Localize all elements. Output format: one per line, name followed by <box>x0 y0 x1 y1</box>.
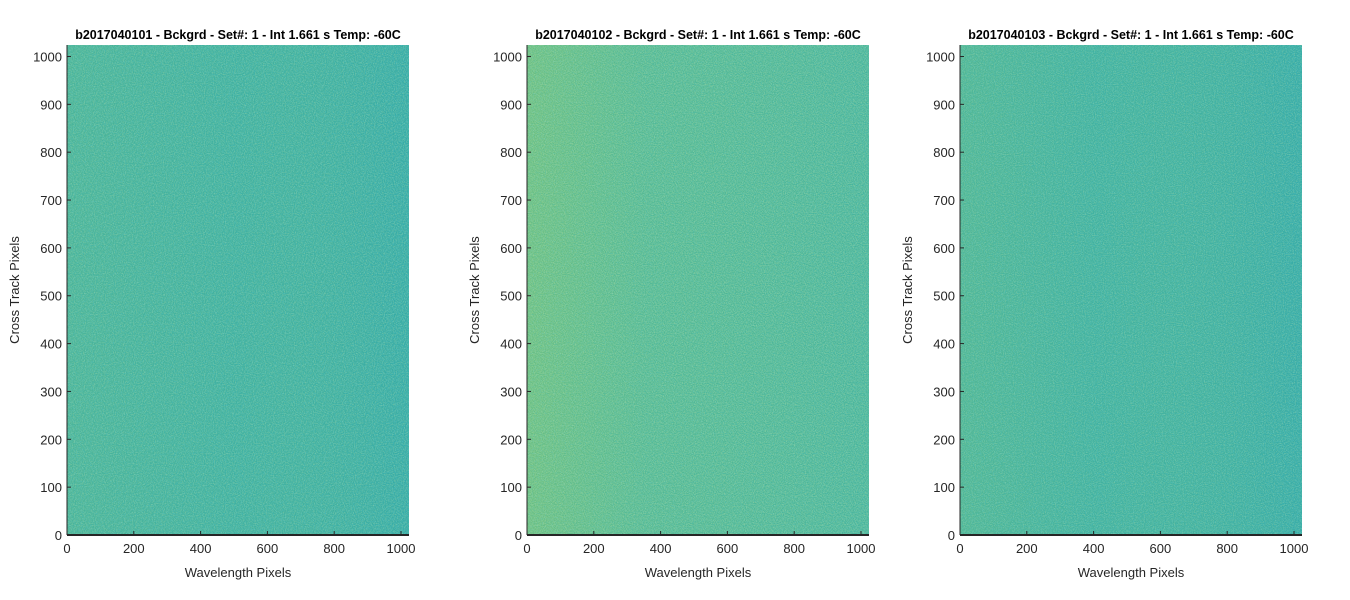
x-tick-label: 600 <box>1150 541 1172 556</box>
y-tick-label: 1000 <box>926 49 955 64</box>
y-tick-label: 200 <box>500 432 522 447</box>
x-tick-label: 400 <box>190 541 212 556</box>
y-tick-label: 700 <box>500 193 522 208</box>
y-tick-label: 600 <box>933 241 955 256</box>
y-tick-label: 800 <box>933 145 955 160</box>
y-tick-label: 700 <box>40 193 62 208</box>
chart-panel-3: 0 200 400 600 800 1000 0 100 200 300 400 500 600 700 8… <box>900 28 1308 580</box>
y-tick-label: 600 <box>40 241 62 256</box>
x-tick-label: 600 <box>257 541 279 556</box>
panel-title: b2017040102 - Bckgrd - Set#: 1 - Int 1.6… <box>535 28 861 42</box>
y-tick-label: 900 <box>40 97 62 112</box>
y-tick-label: 100 <box>500 480 522 495</box>
x-tick-label: 200 <box>1016 541 1038 556</box>
y-axis-label: Cross Track Pixels <box>467 236 482 344</box>
x-axis-label: Wavelength Pixels <box>1078 565 1185 580</box>
x-tick-label: 0 <box>523 541 530 556</box>
x-tick-label: 1000 <box>847 541 876 556</box>
x-tick-label: 400 <box>650 541 672 556</box>
y-axis-label: Cross Track Pixels <box>7 236 22 344</box>
x-tick-label: 800 <box>323 541 345 556</box>
y-tick-label: 400 <box>933 337 955 352</box>
y-tick-label: 500 <box>40 289 62 304</box>
x-tick-label: 200 <box>123 541 145 556</box>
y-tick-label: 700 <box>933 193 955 208</box>
x-tick-label: 600 <box>717 541 739 556</box>
y-tick-label: 400 <box>500 337 522 352</box>
x-tick-label: 1000 <box>1280 541 1309 556</box>
x-axis-label: Wavelength Pixels <box>645 565 752 580</box>
heatmap-noise-bright <box>67 45 409 535</box>
y-tick-label: 0 <box>948 528 955 543</box>
y-tick-label: 0 <box>55 528 62 543</box>
x-tick-label: 400 <box>1083 541 1105 556</box>
y-tick-label: 300 <box>933 384 955 399</box>
y-tick-label: 300 <box>40 384 62 399</box>
y-tick-label: 400 <box>40 337 62 352</box>
y-tick-label: 800 <box>40 145 62 160</box>
y-tick-label: 0 <box>515 528 522 543</box>
y-tick-label: 500 <box>500 289 522 304</box>
y-axis-label: Cross Track Pixels <box>900 236 915 344</box>
heatmap-noise-bright <box>527 45 869 535</box>
chart-panel-1: 0 200 400 600 800 1000 0 100 200 300 400 500 600 700 8… <box>7 28 415 580</box>
x-axis-label: Wavelength Pixels <box>185 565 292 580</box>
chart-panel-2: 0 200 400 600 800 1000 0 100 200 300 400 500 600 700 8… <box>467 28 875 580</box>
x-tick-label: 800 <box>783 541 805 556</box>
y-tick-label: 1000 <box>493 49 522 64</box>
y-tick-label: 100 <box>933 480 955 495</box>
x-tick-label: 1000 <box>387 541 416 556</box>
y-tick-label: 200 <box>40 432 62 447</box>
y-tick-label: 100 <box>40 480 62 495</box>
heatmap-noise-bright <box>960 45 1302 535</box>
x-tick-label: 0 <box>63 541 70 556</box>
x-tick-label: 800 <box>1216 541 1238 556</box>
y-tick-label: 600 <box>500 241 522 256</box>
panel-title: b2017040103 - Bckgrd - Set#: 1 - Int 1.6… <box>968 28 1294 42</box>
y-tick-label: 800 <box>500 145 522 160</box>
y-tick-label: 900 <box>933 97 955 112</box>
y-tick-label: 300 <box>500 384 522 399</box>
y-tick-label: 1000 <box>33 49 62 64</box>
y-tick-label: 900 <box>500 97 522 112</box>
y-tick-label: 200 <box>933 432 955 447</box>
x-tick-label: 200 <box>583 541 605 556</box>
x-tick-label: 0 <box>956 541 963 556</box>
y-tick-label: 500 <box>933 289 955 304</box>
panel-title: b2017040101 - Bckgrd - Set#: 1 - Int 1.6… <box>75 28 401 42</box>
